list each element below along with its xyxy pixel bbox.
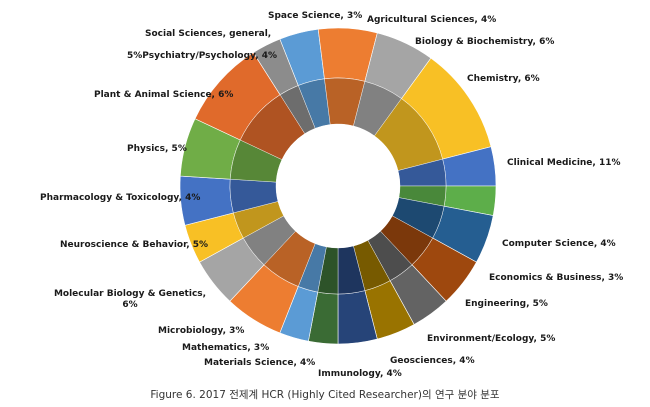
slice-label: Pharmacology & Toxicology, 4% xyxy=(40,193,200,203)
slice-label: Neuroscience & Behavior, 5% xyxy=(60,240,208,250)
slice-label: Molecular Biology & Genetics, 6% xyxy=(54,289,206,310)
inner-ring xyxy=(229,77,447,295)
slice-label: Geosciences, 4% xyxy=(390,356,475,366)
slice-label: Mathematics, 3% xyxy=(182,343,269,353)
slice-label: Space Science, 3% xyxy=(268,11,362,21)
donut-hole xyxy=(276,124,400,248)
slice-label: Social Sciences, general, 5%Psychiatry/Ps… xyxy=(127,29,277,61)
slice-label: Microbiology, 3% xyxy=(158,326,244,336)
slice-label: Computer Science, 4% xyxy=(502,239,616,249)
figure-caption: Figure 6. 2017 전제계 HCR (Highly Cited Res… xyxy=(150,388,500,401)
slice-label: Biology & Biochemistry, 6% xyxy=(415,37,554,47)
slice-label: Chemistry, 6% xyxy=(467,74,540,84)
slice-label: Materials Science, 4% xyxy=(204,358,315,368)
slice-label: Physics, 5% xyxy=(127,144,187,154)
slice-labels: Agricultural Sciences, 4% Biology & Bioch… xyxy=(40,11,623,379)
slice-label: Economics & Business, 3% xyxy=(489,273,623,283)
outer-ring xyxy=(179,27,497,345)
slice-label: Plant & Animal Science, 6% xyxy=(94,90,233,100)
slice-label: Environment/Ecology, 5% xyxy=(427,334,555,344)
slice-label: Clinical Medicine, 11% xyxy=(507,158,621,168)
slice-label: Engineering, 5% xyxy=(465,299,548,309)
slice-label: Immunology, 4% xyxy=(318,369,402,379)
slice-label: Agricultural Sciences, 4% xyxy=(367,15,496,25)
